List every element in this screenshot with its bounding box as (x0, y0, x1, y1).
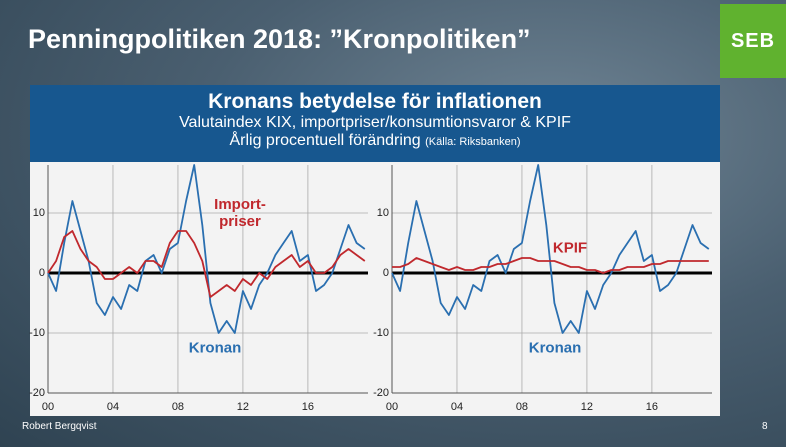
x-tick-label: 12 (237, 401, 249, 413)
y-tick-label: 0 (383, 267, 389, 279)
series-label: Kronan (188, 339, 242, 357)
y-tick-label: -10 (29, 327, 45, 339)
series-label: KPIF (552, 239, 588, 257)
footer-author: Robert Bergqvist (22, 421, 97, 432)
header-unit: Årlig procentuell förändring (229, 132, 421, 149)
series-line (391, 164, 710, 334)
y-tick-label: -10 (373, 327, 389, 339)
logo: SEB (720, 4, 786, 78)
series-line (47, 230, 366, 298)
series-label: Import- priser (214, 196, 266, 230)
series-line (47, 164, 366, 334)
x-tick-label: 00 (42, 401, 54, 413)
header-source: (Källa: Riksbanken) (425, 136, 521, 148)
y-tick-label: -20 (373, 387, 389, 399)
x-tick-label: 04 (107, 401, 119, 413)
x-tick-label: 16 (302, 401, 314, 413)
y-tick-label: 0 (39, 267, 45, 279)
x-tick-label: 00 (386, 401, 398, 413)
x-tick-label: 12 (581, 401, 593, 413)
x-tick-label: 16 (646, 401, 658, 413)
slide-title: Penningpolitiken 2018: ”Kronpolitiken” (28, 24, 531, 54)
header-box: Kronans betydelse för inflationen Valuta… (30, 85, 720, 162)
x-tick-label: 04 (451, 401, 463, 413)
y-tick-label: 10 (377, 207, 389, 219)
x-tick-label: 08 (172, 401, 184, 413)
x-tick-label: 08 (516, 401, 528, 413)
series-label: Kronan (528, 339, 582, 357)
header-unit-line: Årlig procentuell förändring (Källa: Rik… (30, 132, 720, 150)
header-title: Kronans betydelse för inflationen (208, 90, 542, 113)
y-tick-label: 10 (33, 207, 45, 219)
chart-panel (30, 162, 720, 416)
series-line (392, 257, 709, 274)
y-tick-label: -20 (29, 387, 45, 399)
page-number: 8 (762, 421, 768, 432)
header-subtitle: Valutaindex KIX, importpriser/konsumtion… (179, 114, 571, 131)
